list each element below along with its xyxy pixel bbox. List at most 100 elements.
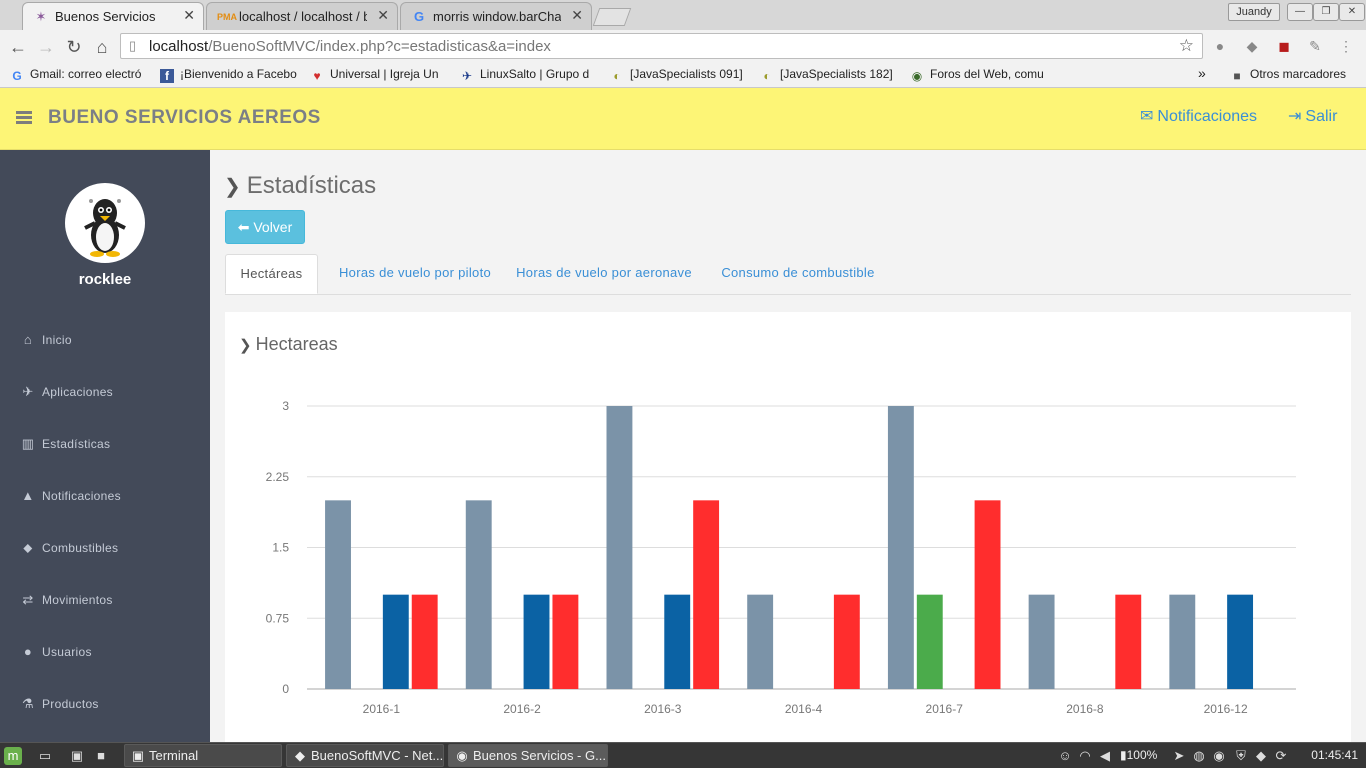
- minimize-icon[interactable]: —: [1287, 3, 1313, 21]
- bar: [552, 594, 579, 689]
- browser-tab-phpmyadmin[interactable]: PMA localhost / localhost / bu ✕: [206, 2, 398, 30]
- tab-horas-vuelo-piloto[interactable]: Horas de vuelo por piloto: [338, 265, 492, 280]
- dropbox-icon[interactable]: ◆: [1246, 38, 1258, 54]
- bookmark-javaspecialists-182[interactable]: ◐ [JavaSpecialists 182]: [760, 67, 896, 83]
- sidebar-item-inicio[interactable]: ⌂ Inicio: [20, 332, 72, 352]
- browser-tab-strip: ✶ Buenos Servicios ✕ PMA localhost / loc…: [0, 0, 1366, 30]
- tux-penguin-icon: [84, 199, 126, 257]
- sidebar-item-usuarios[interactable]: ● Usuarios: [20, 644, 92, 664]
- logout-link[interactable]: ⇥ Salir: [1288, 108, 1338, 125]
- bar: [833, 594, 860, 689]
- bar: [1028, 594, 1055, 689]
- os-taskbar: m ▭ ▣ ■ ▣ Terminal ◆ BuenoSoftMVC - Net...…: [0, 742, 1366, 768]
- people-icon[interactable]: ☺: [1058, 748, 1072, 763]
- reload-icon[interactable]: ↻: [66, 37, 82, 57]
- menu-dots-icon[interactable]: ⋮: [1339, 38, 1353, 54]
- tint-icon: ⬥: [23, 540, 33, 555]
- x-tick-label: 2016-3: [644, 702, 682, 716]
- close-icon[interactable]: ✕: [183, 7, 195, 23]
- bookmark-universal[interactable]: ♥ Universal | Igreja Un: [310, 67, 446, 83]
- show-desktop-icon[interactable]: ▭: [38, 748, 52, 763]
- close-icon[interactable]: ✕: [571, 7, 583, 23]
- folder-icon: ■: [1233, 69, 1241, 83]
- battery-indicator[interactable]: ▮100%: [1120, 748, 1158, 762]
- feather-icon[interactable]: ✎: [1309, 38, 1321, 54]
- sidebar-item-notificaciones[interactable]: ▲ Notificaciones: [21, 488, 121, 503]
- wifi-icon[interactable]: ◠: [1079, 748, 1091, 763]
- bird-icon: ✈: [461, 69, 473, 83]
- tab-horas-vuelo-aeronave[interactable]: Horas de vuelo por aeronave: [516, 265, 692, 280]
- plane-icon: ✈: [22, 384, 34, 399]
- home-icon[interactable]: ⌂: [96, 37, 108, 57]
- url-text: localhost/BuenoSoftMVC/index.php?c=estad…: [149, 38, 551, 55]
- maximize-icon[interactable]: ❐: [1313, 3, 1339, 21]
- files-launcher-icon[interactable]: ■: [97, 748, 105, 763]
- sign-out-icon: ⇥: [1288, 108, 1302, 125]
- chart-panel: ❯ Hectareas 0 0.75 1.5 2.25 3 2016-1 2016-2 2016…: [225, 312, 1351, 752]
- page-title: ❯ Estadísticas: [224, 172, 377, 199]
- bookmark-forosdelweb[interactable]: ◉ Foros del Web, comu: [911, 67, 1044, 83]
- x-tick-label: 2016-7: [926, 702, 964, 716]
- sidebar-item-aplicaciones[interactable]: ✈ Aplicaciones: [20, 384, 113, 404]
- new-tab-button[interactable]: [592, 8, 632, 26]
- bookmark-javaspecialists-091[interactable]: ◐ [JavaSpecialists 091]: [610, 67, 746, 83]
- browser-toolbar: ← → ↻ ⌂ ▯ localhost/BuenoSoftMVC/index.p…: [0, 30, 1366, 63]
- avatar: [65, 183, 145, 263]
- bookmark-linuxsalto[interactable]: ✈ LinuxSalto | Grupo d: [461, 67, 590, 83]
- bookmark-facebook[interactable]: f ¡Bienvenido a Facebo: [160, 67, 298, 83]
- heart-icon: ♥: [313, 69, 321, 83]
- notifications-link[interactable]: ✉ Notificaciones: [1140, 108, 1258, 125]
- update-icon[interactable]: ⟳: [1275, 748, 1287, 763]
- ublock-icon[interactable]: ◼: [1278, 38, 1290, 54]
- sidebar: rocklee ⌂ Inicio ✈ Aplicaciones ▥ Estadísti…: [0, 150, 210, 742]
- browser-tab-buenos-servicios[interactable]: ✶ Buenos Servicios ✕: [22, 2, 204, 30]
- back-button[interactable]: ⬅ Volver: [225, 210, 305, 244]
- terminal-launcher-icon[interactable]: ▣: [70, 748, 84, 763]
- forward-arrow-icon[interactable]: →: [37, 37, 55, 57]
- dropbox-tray-icon[interactable]: ◆: [1256, 748, 1266, 763]
- address-bar[interactable]: ▯ localhost/BuenoSoftMVC/index.php?c=est…: [120, 33, 1203, 59]
- x-tick-label: 2016-2: [503, 702, 541, 716]
- google-favicon-icon: G: [413, 9, 425, 24]
- battery-icon: ▮: [1120, 748, 1127, 762]
- bird-favicon-icon: ✶: [35, 9, 47, 24]
- sidebar-item-estadisticas[interactable]: ▥ Estadísticas: [21, 436, 111, 451]
- bar: [1169, 594, 1196, 689]
- bookmark-gmail[interactable]: G Gmail: correo electró: [10, 67, 148, 83]
- page-icon: ▯: [129, 38, 137, 53]
- shield-icon[interactable]: ⛨: [1236, 748, 1246, 763]
- back-arrow-icon[interactable]: ←: [9, 37, 27, 57]
- star-icon[interactable]: ☆: [1178, 36, 1194, 55]
- browser-tab-google[interactable]: G morris window.barChar ✕: [400, 2, 592, 30]
- bar: [325, 500, 351, 689]
- terminal-icon: ▣: [131, 748, 145, 763]
- chrome-tray-icon[interactable]: ◉: [1213, 748, 1225, 763]
- volume-icon[interactable]: ◀: [1100, 748, 1110, 763]
- close-window-icon[interactable]: ✕: [1339, 3, 1365, 21]
- task-terminal[interactable]: ▣ Terminal: [124, 744, 282, 767]
- profile-button[interactable]: Juandy: [1228, 3, 1280, 21]
- bar: [916, 594, 943, 689]
- close-icon[interactable]: ✕: [377, 7, 389, 23]
- tab-consumo-combustible[interactable]: Consumo de combustible: [721, 265, 875, 280]
- bookmarks-overflow-button[interactable]: »: [1198, 65, 1206, 81]
- facebook-icon: f: [160, 69, 174, 83]
- bar: [465, 500, 492, 689]
- sidebar-item-combustibles[interactable]: ⬥ Combustibles: [20, 540, 118, 560]
- sidebar-item-productos[interactable]: ⚗ Productos: [20, 696, 99, 716]
- bar: [606, 406, 633, 689]
- hamburger-menu-icon[interactable]: [16, 111, 32, 125]
- mint-menu-icon[interactable]: m: [4, 747, 22, 765]
- extension-pin-icon[interactable]: ●: [1215, 38, 1225, 54]
- telegram-icon[interactable]: ➤: [1173, 748, 1185, 763]
- javaspecialists-icon: ◐: [763, 69, 771, 83]
- chat-icon[interactable]: ◍: [1193, 748, 1205, 763]
- browser-tab-title: localhost / localhost / bu: [239, 9, 367, 24]
- retweet-icon: ⇄: [22, 592, 34, 607]
- task-netbeans[interactable]: ◆ BuenoSoftMVC - Net...: [286, 744, 444, 767]
- chevron-right-icon: ❯: [239, 337, 252, 354]
- task-chrome[interactable]: ◉ Buenos Servicios - G...: [448, 744, 608, 767]
- other-bookmarks-folder[interactable]: ■ Otros marcadores: [1230, 67, 1346, 83]
- tab-hectareas[interactable]: Hectáreas: [225, 254, 318, 294]
- sidebar-item-movimientos[interactable]: ⇄ Movimientos: [20, 592, 113, 612]
